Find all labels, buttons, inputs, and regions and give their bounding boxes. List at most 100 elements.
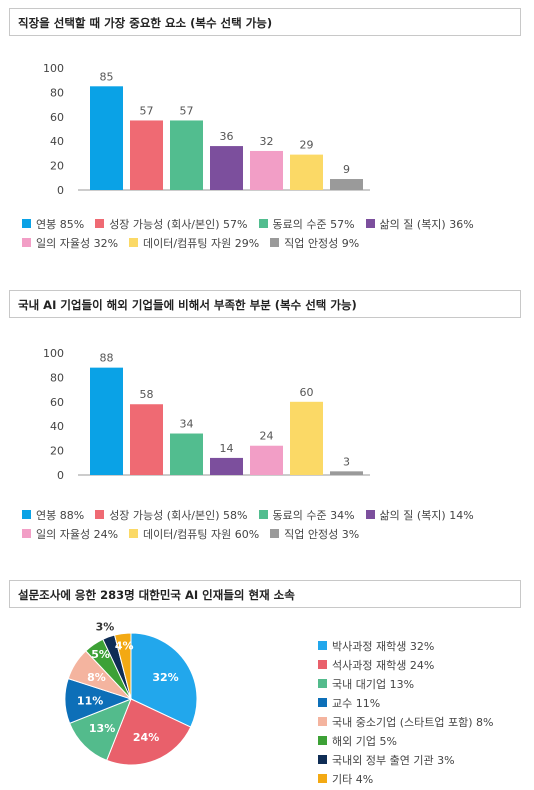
chart1-legend: 연봉 85% 성장 가능성 (회사/본인) 57% 동료의 수준 57% 삶의 질 (… — [22, 214, 527, 252]
legend-label: 성장 가능성 (회사/본인) 57% — [109, 217, 248, 231]
legend-label: 데이터/컴퓨팅 자원 29% — [143, 236, 260, 250]
legend-swatch — [258, 219, 268, 228]
chart0-y-tick: 80 — [50, 86, 64, 99]
chart0-data-label: 85 — [100, 70, 114, 83]
chart2-title: 국내 AI 기업들이 해외 기업들에 비해서 부족한 부분 (복수 선택 가능) — [9, 290, 521, 318]
chart3-legend-item: 기타 4% — [318, 769, 493, 788]
chart3-legend-item: 박사과정 재학생 32% — [318, 636, 493, 655]
legend-label: 국내외 정부 출연 기관 3% — [332, 753, 455, 767]
chart1-data-label: 88 — [100, 352, 114, 365]
legend-label: 석사과정 재학생 24% — [332, 658, 435, 672]
chart0-bar-7 — [330, 179, 363, 190]
pie-slice-label: 13% — [89, 722, 115, 735]
chart3-title: 설문조사에 응한 283명 대한민국 AI 인재들의 현재 소속 — [9, 580, 521, 608]
legend-swatch — [129, 529, 139, 538]
legend-label: 기타 4% — [332, 772, 374, 786]
legend-label: 연봉 85% — [36, 217, 85, 231]
chart2-legend-row: 일의 자율성 24% 데이터/컴퓨팅 자원 60% 직업 안정성 3% — [22, 524, 527, 543]
chart1-data-label: 60 — [300, 386, 314, 399]
chart1-legend-item: 데이터/컴퓨팅 자원 29% — [129, 235, 259, 251]
legend-swatch — [318, 755, 327, 764]
pie-slice-label: 11% — [77, 694, 103, 707]
legend-swatch — [318, 774, 327, 783]
legend-label: 해외 기업 5% — [332, 734, 397, 748]
chart0-data-label: 32 — [260, 135, 274, 148]
chart2-legend-item: 데이터/컴퓨팅 자원 60% — [129, 526, 259, 542]
chart2-legend-item: 삶의 질 (복지) 14% — [365, 507, 474, 523]
pie-slice-8 — [113, 632, 132, 700]
legend-label: 박사과정 재학생 32% — [332, 639, 435, 653]
pie-slice-label: 3% — [96, 621, 115, 634]
chart0-data-label: 57 — [180, 104, 194, 117]
chart0-data-label: 29 — [300, 139, 314, 152]
chart1-bar-chart: 100 80 60 40 20 0 85 57 57 36 32 29 9 — [43, 62, 370, 197]
chart1-y-tick: 0 — [57, 469, 64, 482]
chart0-data-label: 57 — [140, 104, 154, 117]
legend-swatch — [318, 679, 327, 688]
chart3-legend-item: 석사과정 재학생 24% — [318, 655, 493, 674]
chart1-legend-item: 성장 가능성 (회사/본인) 57% — [95, 216, 248, 232]
legend-label: 일의 자율성 24% — [36, 527, 119, 541]
chart1-legend-item: 일의 자율성 32% — [22, 235, 118, 251]
chart1-data-label: 58 — [140, 388, 154, 401]
legend-label: 데이터/컴퓨팅 자원 60% — [143, 527, 260, 541]
legend-label: 동료의 수준 34% — [272, 508, 355, 522]
chart3-legend-item: 해외 기업 5% — [318, 731, 493, 750]
legend-label: 일의 자율성 32% — [36, 236, 119, 250]
pie-slice-label: 32% — [152, 671, 178, 684]
legend-swatch — [270, 529, 280, 538]
chart0-y-tick: 60 — [50, 111, 64, 124]
chart3-legend-item: 교수 11% — [318, 693, 493, 712]
chart3-pie-chart: 32% 24% 13% 11% 8% 5% 3%4% — [64, 621, 198, 766]
chart1-data-label: 14 — [220, 442, 234, 455]
legend-label: 연봉 88% — [36, 508, 85, 522]
legend-swatch — [318, 717, 327, 726]
chart2-legend-item: 성장 가능성 (회사/본인) 58% — [95, 507, 248, 523]
chart0-bar-4 — [210, 146, 243, 190]
chart1-data-label: 3 — [343, 455, 350, 468]
legend-label: 직업 안정성 9% — [284, 236, 360, 250]
legend-swatch — [129, 238, 139, 247]
pie-slice-label: 4% — [115, 639, 134, 652]
chart1-bar-5 — [250, 445, 283, 475]
chart1-bar-1 — [90, 367, 123, 475]
pie-slice-label: 24% — [133, 731, 159, 744]
chart2-legend-item: 일의 자율성 24% — [22, 526, 118, 542]
legend-label: 삶의 질 (복지) 36% — [379, 217, 474, 231]
pie-slice-label: 8% — [87, 671, 106, 684]
legend-swatch — [318, 641, 327, 650]
chart1-legend-item: 동료의 수준 57% — [258, 216, 355, 232]
chart1-legend-item: 직업 안정성 9% — [270, 235, 359, 251]
chart0-data-label: 36 — [220, 130, 234, 143]
legend-label: 동료의 수준 57% — [272, 217, 355, 231]
chart1-legend-item: 삶의 질 (복지) 36% — [365, 216, 474, 232]
chart2-bar-chart: 100 80 60 40 20 0 88 58 34 14 24 60 3 — [43, 347, 370, 482]
chart0-bar-3 — [170, 120, 203, 190]
legend-swatch — [22, 219, 31, 228]
chart1-legend-row: 일의 자율성 32% 데이터/컴퓨팅 자원 29% 직업 안정성 9% — [22, 233, 527, 252]
legend-label: 국내 중소기업 (스타트업 포함) 8% — [332, 715, 494, 729]
chart0-data-label: 9 — [343, 163, 350, 176]
pie-slice-1 — [130, 632, 198, 728]
chart0-bar-6 — [290, 154, 323, 190]
legend-swatch — [318, 698, 327, 707]
legend-swatch — [270, 238, 280, 247]
legend-label: 직업 안정성 3% — [284, 527, 360, 541]
pie-slice-label: 5% — [91, 648, 110, 661]
chart1-y-tick: 40 — [50, 420, 64, 433]
chart1-y-tick: 20 — [50, 445, 64, 458]
chart1-y-tick: 100 — [43, 347, 64, 360]
chart0-bar-2 — [130, 120, 163, 190]
legend-swatch — [318, 660, 327, 669]
legend-label: 국내 대기업 13% — [332, 677, 415, 691]
chart3-legend-item: 국내 대기업 13% — [318, 674, 493, 693]
chart2-legend-item: 동료의 수준 34% — [258, 507, 355, 523]
legend-swatch — [95, 219, 105, 228]
chart0-y-tick: 20 — [50, 160, 64, 173]
legend-swatch — [22, 510, 31, 519]
legend-label: 성장 가능성 (회사/본인) 58% — [109, 508, 248, 522]
legend-swatch — [22, 238, 31, 247]
legend-label: 삶의 질 (복지) 14% — [379, 508, 474, 522]
chart1-data-label: 34 — [180, 418, 194, 431]
chart1-data-label: 24 — [260, 430, 274, 443]
